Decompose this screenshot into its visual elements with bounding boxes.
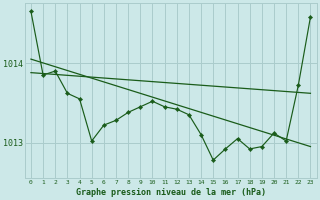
X-axis label: Graphe pression niveau de la mer (hPa): Graphe pression niveau de la mer (hPa) <box>76 188 266 197</box>
